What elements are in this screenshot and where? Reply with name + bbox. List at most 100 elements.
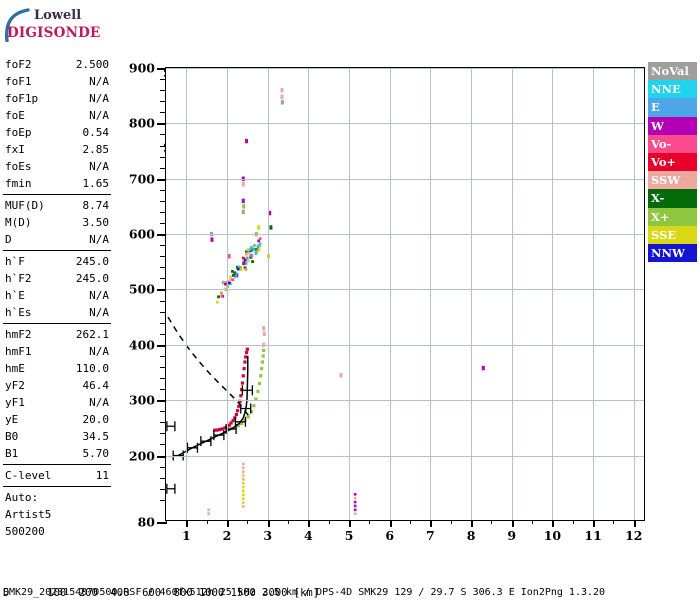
x-tick-minor <box>572 520 574 524</box>
legend-item-ssw[interactable]: SSW <box>648 171 697 190</box>
param-value: 5.70 <box>82 447 110 460</box>
e-region-markers <box>166 421 176 494</box>
param-value: N/A <box>89 289 109 302</box>
profile-error-bar-markers <box>172 385 254 461</box>
param-value: 8.74 <box>82 199 110 212</box>
param-row-foEs: foEs N/A <box>3 158 111 175</box>
x-tick <box>593 520 596 527</box>
param-row-foF1: foF1 N/A <box>3 73 111 90</box>
param-name: foEs <box>5 160 32 173</box>
param-name: foF1 <box>5 75 32 88</box>
param-name: foF1p <box>5 92 39 105</box>
param-row-yF1: yF1 N/A <box>3 394 111 411</box>
param-value: 46.4 <box>82 379 110 392</box>
y-tick <box>157 522 166 524</box>
x-tick-minor <box>328 520 330 524</box>
param-row-foE: foE N/A <box>3 107 111 124</box>
param-value: 245.0 <box>75 272 109 285</box>
trace-O-trace <box>213 347 249 432</box>
x-tick <box>349 520 352 527</box>
x-tick-minor <box>410 520 412 524</box>
param-row-fmin: fmin 1.65 <box>3 175 111 192</box>
y-axis-label-80: 80 <box>137 514 155 530</box>
param-name: h`E <box>5 289 25 302</box>
param-group-divider <box>3 486 111 487</box>
y-tick-minor <box>160 200 166 202</box>
y-tick-minor <box>160 300 166 302</box>
param-row-MD: M(D) 3.50 <box>3 214 111 231</box>
param-row-yE: yE 20.0 <box>3 411 111 428</box>
param-name: M(D) <box>5 216 32 229</box>
y-axis-label-600: 600 <box>128 226 155 242</box>
y-tick <box>157 455 166 458</box>
param-row-Clevel: C-level 11 <box>3 467 111 484</box>
ionogram-plot[interactable]: 1 2 3 4 5 6 7 8 9 10 11 12 200 300 400 500 600 700 800 900 8… <box>129 61 645 543</box>
y-tick-minor <box>160 267 166 269</box>
x-tick-minor <box>288 520 290 524</box>
y-tick-minor <box>160 134 166 136</box>
lowell-digisonde-logo: Lowell DIGISONDE <box>4 6 116 44</box>
param-value: N/A <box>89 75 109 88</box>
footer-file-info: SMK29_2023154070500.RSF / 460fx512h 25 k… <box>3 587 606 598</box>
x-axis-label-3: 3 <box>263 528 273 543</box>
y-tick-minor <box>160 145 166 147</box>
param-row-yF2: yF2 46.4 <box>3 377 111 394</box>
param-row-foF2: foF2 2.500 <box>3 56 111 73</box>
x-tick <box>511 520 514 527</box>
legend-item-vo[interactable]: Vo- <box>648 134 697 153</box>
param-value: N/A <box>89 92 109 105</box>
y-tick-minor <box>160 333 166 335</box>
gridline-vertical <box>552 68 554 520</box>
legend-item-noval[interactable]: NoVal <box>648 62 697 81</box>
legend-item-e[interactable]: E <box>648 98 697 117</box>
echo-scatter-points <box>207 87 485 515</box>
param-name: C-level <box>5 469 52 482</box>
legend-item-x[interactable]: X+ <box>648 207 697 226</box>
y-tick-minor <box>160 311 166 313</box>
x-axis-label-11: 11 <box>584 528 602 543</box>
param-row-hmE: hmE 110.0 <box>3 360 111 377</box>
legend-item-sse[interactable]: SSE <box>648 225 697 244</box>
y-tick-minor <box>160 90 166 92</box>
y-tick-minor <box>160 499 166 501</box>
y-tick-minor <box>160 167 166 169</box>
y-tick-minor <box>160 444 166 446</box>
param-name: yE <box>5 413 19 426</box>
param-name: yF2 <box>5 379 25 392</box>
param-value: 0.54 <box>82 126 110 139</box>
param-name: B1 <box>5 447 19 460</box>
x-tick <box>227 520 230 527</box>
y-axis-label-500: 500 <box>128 281 155 297</box>
x-tick-minor <box>206 520 208 524</box>
y-tick <box>157 178 166 181</box>
param-value: 245.0 <box>75 255 109 268</box>
param-value: 34.5 <box>82 430 110 443</box>
param-row-B1: B1 5.70 <box>3 445 111 462</box>
x-tick <box>186 520 189 527</box>
legend-item-w[interactable]: W <box>648 116 697 135</box>
y-tick <box>157 68 166 70</box>
trace-muf-dashed-curve <box>167 316 252 419</box>
param-value: N/A <box>89 109 109 122</box>
legend-item-vo[interactable]: Vo+ <box>648 152 697 172</box>
y-tick <box>157 400 166 403</box>
x-axis-label-1: 1 <box>181 528 191 543</box>
gridline-vertical <box>389 68 391 520</box>
footer-distance-row: D 100 200 400 600 800 1000 1500 3000 [km… <box>3 587 320 599</box>
param-row-MUFD: MUF(D) 8.74 <box>3 197 111 214</box>
y-tick-minor <box>160 322 166 324</box>
param-row-foF1p: foF1p N/A <box>3 90 111 107</box>
x-axis-label-9: 9 <box>507 528 517 543</box>
y-tick-minor <box>160 477 166 479</box>
y-tick-minor <box>160 488 166 490</box>
y-tick-minor <box>160 112 166 114</box>
y-tick-minor <box>160 466 166 468</box>
legend-item-nne[interactable]: NNE <box>648 80 697 99</box>
param-name: h`Es <box>5 306 32 319</box>
legend-item-x[interactable]: X- <box>648 189 697 208</box>
y-axis-label-200: 200 <box>128 448 155 464</box>
legend-item-nnw[interactable]: NNW <box>648 243 697 263</box>
param-name: hmF1 <box>5 345 32 358</box>
param-name: foEp <box>5 126 32 139</box>
